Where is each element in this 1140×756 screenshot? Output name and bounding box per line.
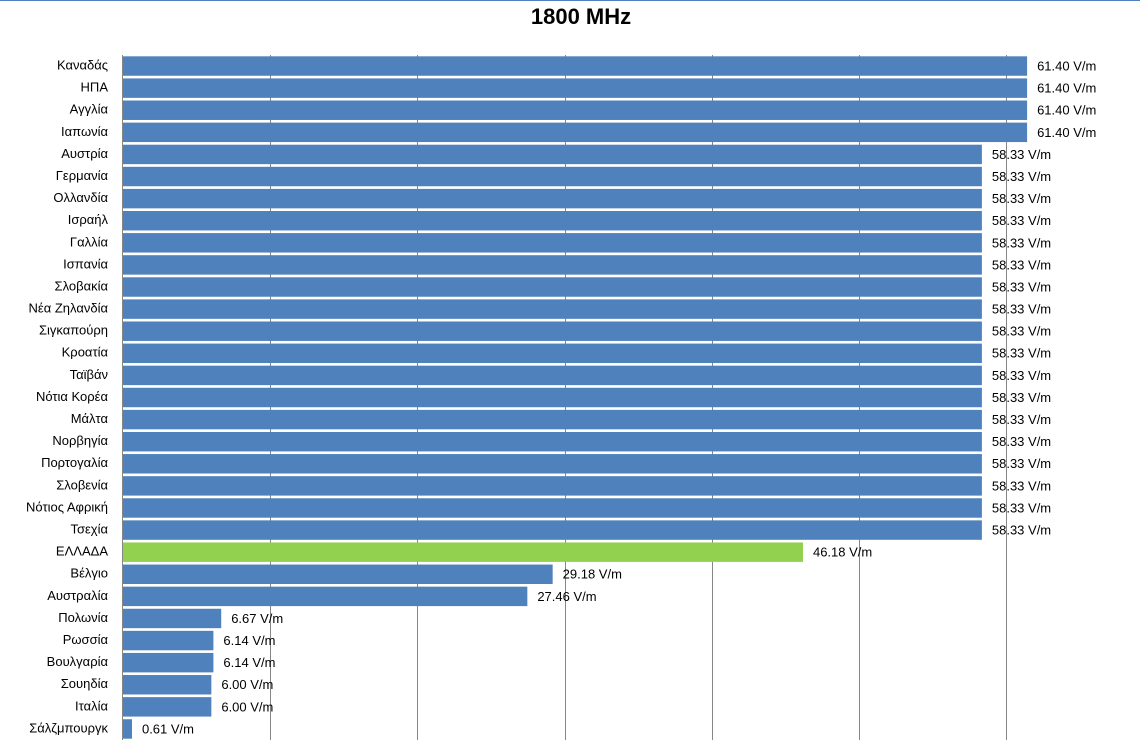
bar bbox=[123, 365, 982, 386]
y-tick-label: Αυστρία bbox=[61, 146, 108, 161]
y-tick-label: Νότιος Αφρική bbox=[26, 499, 108, 514]
y-tick-label: Μάλτα bbox=[71, 411, 109, 426]
value-label: 58.33 V/m bbox=[992, 368, 1051, 383]
value-label: 58.33 V/m bbox=[992, 257, 1051, 272]
value-label: 58.33 V/m bbox=[992, 169, 1051, 184]
bar bbox=[123, 343, 982, 364]
value-label: 6.67 V/m bbox=[231, 611, 283, 626]
value-label: 58.33 V/m bbox=[992, 346, 1051, 361]
bar bbox=[123, 211, 982, 231]
y-tick-label: Ολλανδία bbox=[53, 190, 108, 205]
value-label: 27.46 V/m bbox=[537, 589, 596, 604]
value-label: 0.61 V/m bbox=[142, 721, 194, 736]
value-label: 58.33 V/m bbox=[992, 500, 1051, 515]
y-tick-label: ΗΠΑ bbox=[81, 80, 109, 95]
y-tick-label: Τσεχία bbox=[70, 522, 108, 537]
value-label: 61.40 V/m bbox=[1037, 58, 1096, 73]
value-label: 61.40 V/m bbox=[1037, 81, 1096, 96]
bar bbox=[123, 431, 982, 452]
value-label: 61.40 V/m bbox=[1037, 103, 1096, 118]
bar bbox=[123, 100, 1028, 120]
bar bbox=[123, 409, 982, 430]
bar bbox=[123, 122, 1028, 143]
bar bbox=[123, 166, 982, 187]
value-label: 29.18 V/m bbox=[563, 567, 622, 582]
value-label: 6.14 V/m bbox=[223, 633, 275, 648]
y-tick-label: Σουηδία bbox=[61, 676, 109, 691]
y-tick-label: Νορβηγία bbox=[52, 433, 108, 448]
value-label: 58.33 V/m bbox=[992, 523, 1051, 538]
y-tick-label: ΕΛΛΑΔΑ bbox=[56, 544, 108, 559]
bar bbox=[123, 78, 1028, 98]
value-label: 46.18 V/m bbox=[813, 545, 872, 560]
y-tick-label: Σάλζμπουργκ bbox=[29, 720, 108, 735]
bar bbox=[123, 56, 1028, 76]
value-label: 58.33 V/m bbox=[992, 147, 1051, 162]
value-label: 58.33 V/m bbox=[992, 235, 1051, 250]
value-label: 58.33 V/m bbox=[992, 434, 1051, 449]
bar bbox=[123, 608, 222, 629]
bar bbox=[123, 321, 982, 341]
value-label: 58.33 V/m bbox=[992, 213, 1051, 228]
value-label: 6.00 V/m bbox=[221, 699, 273, 714]
y-tick-label: Νότια Κορέα bbox=[36, 389, 109, 404]
y-tick-label: Βουλγαρία bbox=[47, 654, 109, 669]
y-tick-label: Γαλλία bbox=[70, 234, 109, 249]
y-tick-label: Σιγκαπούρη bbox=[39, 323, 108, 338]
y-tick-label: Ισραήλ bbox=[68, 212, 109, 227]
y-tick-label: Αγγλία bbox=[70, 102, 109, 117]
y-tick-label: Πολωνία bbox=[58, 610, 108, 625]
y-tick-label: Νέα Ζηλανδία bbox=[29, 301, 109, 316]
y-tick-label: Βέλγιο bbox=[70, 566, 108, 581]
value-label: 58.33 V/m bbox=[992, 456, 1051, 471]
bar bbox=[123, 675, 212, 695]
value-label: 58.33 V/m bbox=[992, 412, 1051, 427]
y-tick-label: Καναδάς bbox=[57, 57, 108, 72]
bar bbox=[123, 498, 982, 518]
y-tick-label: Κροατία bbox=[62, 345, 109, 360]
bar bbox=[123, 277, 982, 297]
bar bbox=[123, 454, 982, 474]
bar bbox=[123, 188, 982, 209]
bar bbox=[123, 476, 982, 496]
y-tick-label: Ρωσσία bbox=[63, 632, 109, 647]
y-tick-label: Ταϊβάν bbox=[70, 367, 108, 382]
bar bbox=[123, 542, 803, 562]
bar bbox=[123, 719, 132, 739]
value-label: 58.33 V/m bbox=[992, 279, 1051, 294]
value-label: 58.33 V/m bbox=[992, 302, 1051, 317]
value-label: 58.33 V/m bbox=[992, 478, 1051, 493]
bar bbox=[123, 387, 982, 408]
y-tick-label: Σλοβενία bbox=[56, 477, 108, 492]
value-label: 6.14 V/m bbox=[223, 655, 275, 670]
y-tick-label: Αυστραλία bbox=[47, 588, 108, 603]
bar bbox=[123, 630, 214, 651]
bar bbox=[123, 652, 214, 673]
bar bbox=[123, 697, 212, 717]
bar bbox=[123, 144, 982, 165]
value-label: 6.00 V/m bbox=[221, 677, 273, 692]
y-tick-label: Γερμανία bbox=[56, 168, 109, 183]
bar bbox=[123, 564, 553, 584]
value-label: 58.33 V/m bbox=[992, 324, 1051, 339]
chart-title: 1800 MHz bbox=[531, 4, 631, 29]
bar bbox=[123, 255, 982, 275]
value-label: 61.40 V/m bbox=[1037, 125, 1096, 140]
bar bbox=[123, 233, 982, 253]
bar bbox=[123, 299, 982, 319]
y-tick-label: Σλοβακία bbox=[55, 278, 109, 293]
y-tick-label: Ιαπωνία bbox=[61, 124, 108, 139]
value-label: 58.33 V/m bbox=[992, 191, 1051, 206]
value-label: 58.33 V/m bbox=[992, 390, 1051, 405]
y-tick-label: Πορτογαλία bbox=[41, 455, 108, 470]
y-tick-label: Ισπανία bbox=[63, 256, 108, 271]
y-tick-label: Ιταλία bbox=[75, 698, 108, 713]
bar bbox=[123, 586, 528, 607]
bar bbox=[123, 520, 982, 540]
